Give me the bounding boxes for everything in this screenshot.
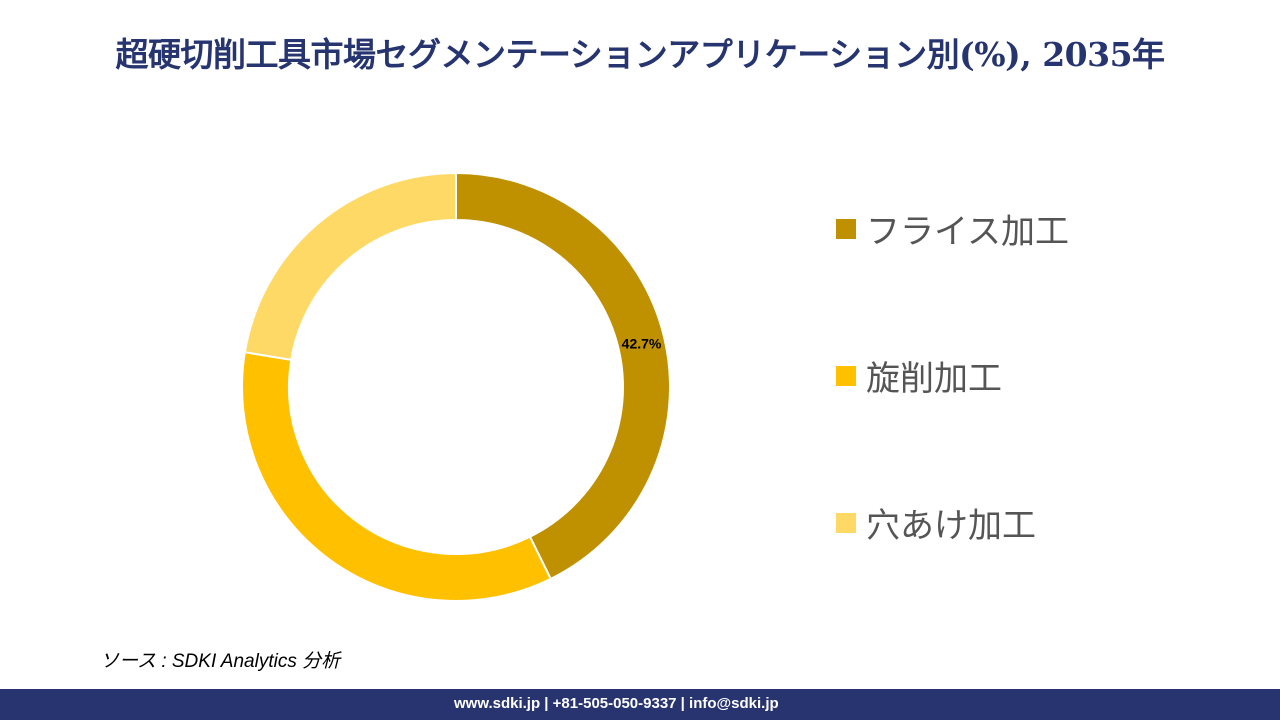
donut-slice	[243, 171, 457, 361]
legend-label: 穴あけ加工	[866, 506, 1036, 546]
legend-item-milling: フライス加工	[836, 200, 1069, 257]
footer-contact: www.sdki.jp | +81-505-050-9337 | info@sd…	[454, 695, 779, 712]
legend-label: 旋削加工	[866, 359, 1002, 399]
source-note: ソース : SDKI Analytics 分析	[100, 651, 341, 672]
legend: フライス加工 旋削加工 穴あけ加工	[836, 200, 1069, 551]
donut-slice	[455, 171, 671, 581]
footer-bar: www.sdki.jp | +81-505-050-9337 | info@sd…	[0, 689, 1280, 720]
page-title: 超硬切削工具市場セグメンテーションアプリケーション別(%), 2035年	[115, 35, 1165, 74]
donut-slice	[241, 351, 553, 602]
legend-label: フライス加工	[866, 212, 1069, 252]
legend-item-drilling: 穴あけ加工	[836, 494, 1069, 551]
legend-swatch	[836, 218, 856, 239]
legend-item-turning: 旋削加工	[836, 257, 1069, 494]
legend-swatch	[836, 512, 856, 533]
legend-swatch	[836, 365, 856, 386]
data-label: 42.7%	[622, 336, 662, 352]
